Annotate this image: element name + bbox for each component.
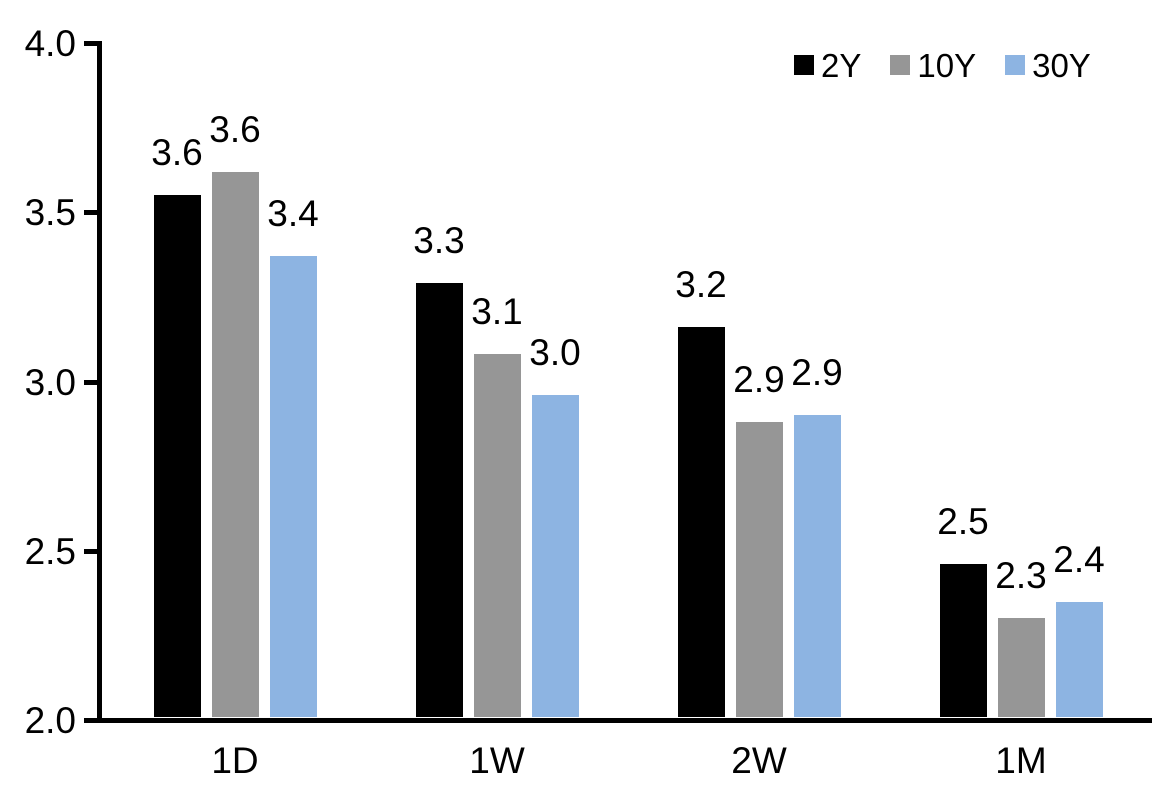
- legend-item-2Y: 2Y: [794, 49, 861, 82]
- y-axis-tick: [84, 548, 97, 554]
- bar-2Y-1M: [939, 564, 987, 717]
- bar-30Y-2W: [793, 415, 841, 717]
- value-label-2Y-1D: 3.6: [151, 132, 203, 174]
- y-axis-tick: [84, 41, 97, 46]
- y-axis-tick: [84, 210, 97, 216]
- bar-10Y-1W: [473, 354, 521, 717]
- bar-10Y-1D: [211, 171, 259, 717]
- chart-legend: 2Y 10Y 30Y: [794, 48, 1091, 82]
- value-label-30Y-1M: 2.4: [1053, 538, 1105, 580]
- value-label-10Y-2W: 2.9: [733, 359, 785, 401]
- value-label-2Y-1W: 3.3: [413, 220, 465, 262]
- y-axis-tick-label: 3.5: [24, 192, 76, 234]
- legend-swatch-10Y: [890, 55, 911, 75]
- y-axis-tick-label: 3.0: [24, 361, 76, 403]
- x-axis-label-1W: 1W: [469, 740, 525, 781]
- bar-10Y-2W: [735, 422, 783, 717]
- bar-30Y-1M: [1055, 601, 1103, 717]
- bar-10Y-1M: [997, 618, 1045, 717]
- bar-30Y-1D: [269, 256, 317, 717]
- y-axis-tick: [84, 718, 97, 723]
- x-axis-line: [97, 718, 1152, 723]
- y-axis-line: [97, 41, 102, 722]
- legend-label-2Y: 2Y: [821, 46, 862, 84]
- bar-2Y-1W: [415, 283, 463, 717]
- legend-item-10Y: 10Y: [890, 49, 976, 82]
- y-axis-tick-label: 4.0: [24, 23, 76, 64]
- y-axis-tick-label: 2.0: [24, 700, 76, 741]
- value-label-30Y-1D: 3.4: [267, 193, 319, 235]
- legend-label-30Y: 30Y: [1032, 46, 1091, 84]
- legend-item-30Y: 30Y: [1005, 49, 1091, 82]
- legend-swatch-30Y: [1005, 55, 1026, 75]
- legend-swatch-2Y: [794, 55, 814, 75]
- bar-30Y-1W: [531, 395, 579, 717]
- x-axis-label-1D: 1D: [211, 740, 259, 781]
- value-label-2Y-2W: 3.2: [675, 264, 727, 306]
- y-axis-tick: [84, 379, 97, 385]
- value-label-10Y-1W: 3.1: [471, 291, 523, 333]
- value-label-2Y-1M: 2.5: [937, 501, 989, 543]
- bar-2Y-1D: [153, 195, 201, 717]
- value-label-10Y-1M: 2.3: [995, 555, 1047, 597]
- value-label-30Y-1W: 3.0: [529, 332, 581, 374]
- x-axis-label-2W: 2W: [731, 740, 787, 781]
- value-label-10Y-1D: 3.6: [209, 108, 261, 150]
- x-axis-label-1M: 1M: [995, 740, 1047, 781]
- bar-2Y-2W: [677, 327, 725, 717]
- y-axis-tick-label: 2.5: [24, 530, 76, 572]
- value-label-30Y-2W: 2.9: [791, 352, 843, 394]
- legend-label-10Y: 10Y: [917, 46, 977, 84]
